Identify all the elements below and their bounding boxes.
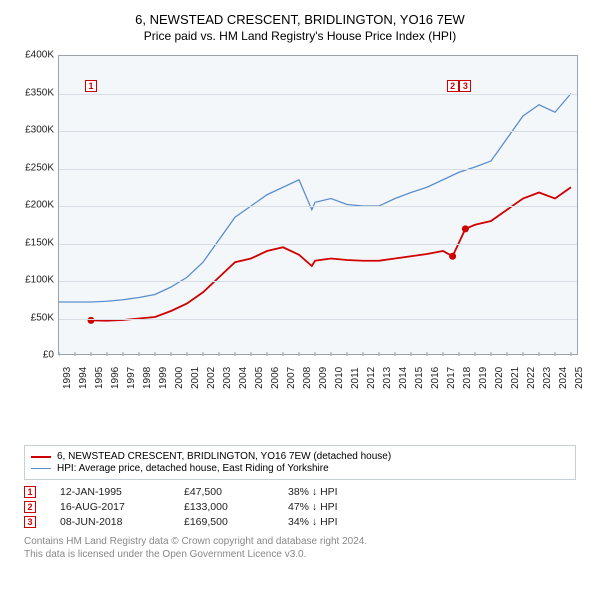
x-tick-label: 2001 <box>190 367 201 389</box>
y-tick-label: £100K <box>12 275 54 286</box>
chart-marker-3: 3 <box>459 80 471 92</box>
plot-area: 1 23 <box>58 55 578 355</box>
x-tick-label: 1996 <box>110 367 121 389</box>
legend-label: 6, NEWSTEAD CRESCENT, BRIDLINGTON, YO16 … <box>57 451 391 462</box>
gridline-h <box>59 169 577 170</box>
series-line <box>59 94 571 303</box>
x-tick-label: 2013 <box>382 367 393 389</box>
y-tick-label: £200K <box>12 200 54 211</box>
gridline-h <box>59 319 577 320</box>
x-tick-label: 1998 <box>142 367 153 389</box>
legend-swatch <box>31 468 51 469</box>
chart-title: 6, NEWSTEAD CRESCENT, BRIDLINGTON, YO16 … <box>12 12 588 27</box>
x-tick-label: 2010 <box>334 367 345 389</box>
legend-row: HPI: Average price, detached house, East… <box>31 463 569 474</box>
transaction-price: £133,000 <box>184 501 264 513</box>
series-line <box>91 187 571 321</box>
transaction-price: £47,500 <box>184 486 264 498</box>
gridline-h <box>59 244 577 245</box>
y-tick-label: £50K <box>12 312 54 323</box>
legend-row: 6, NEWSTEAD CRESCENT, BRIDLINGTON, YO16 … <box>31 451 569 462</box>
gridline-h <box>59 94 577 95</box>
transaction-delta: 47% ↓ HPI <box>288 501 338 513</box>
footer-line-2: This data is licensed under the Open Gov… <box>24 549 576 562</box>
x-tick-label: 2019 <box>478 367 489 389</box>
legend-label: HPI: Average price, detached house, East… <box>57 463 329 474</box>
x-tick-label: 2004 <box>238 367 249 389</box>
x-tick-label: 2021 <box>510 367 521 389</box>
chart-marker-2: 2 <box>447 80 459 92</box>
series-marker-dot <box>449 253 456 260</box>
transaction-delta: 38% ↓ HPI <box>288 486 338 498</box>
x-tick-label: 2005 <box>254 367 265 389</box>
chart-container: 1 23 £0 £50K £100K £150K £200K £250K £300K £350K… <box>12 51 588 391</box>
x-tick-label: 2009 <box>318 367 329 389</box>
x-tick-label: 2016 <box>430 367 441 389</box>
transaction-delta: 34% ↓ HPI <box>288 516 338 528</box>
x-tick-label: 2011 <box>350 367 361 389</box>
transaction-row: 1 12-JAN-1995 £47,500 38% ↓ HPI <box>24 486 576 498</box>
x-tick-label: 2017 <box>446 367 457 389</box>
x-tick-label: 1997 <box>126 367 137 389</box>
x-tick-label: 1994 <box>78 367 89 389</box>
x-tick-label: 2018 <box>462 367 473 389</box>
x-tick-label: 2014 <box>398 367 409 389</box>
x-tick-label: 1995 <box>94 367 105 389</box>
x-tick-label: 2003 <box>222 367 233 389</box>
x-tick-label: 2020 <box>494 367 505 389</box>
series-marker-dot <box>462 225 469 232</box>
y-tick-label: £350K <box>12 87 54 98</box>
x-tick-label: 2007 <box>286 367 297 389</box>
transactions-table: 1 12-JAN-1995 £47,500 38% ↓ HPI 2 16-AUG-2017… <box>24 486 576 528</box>
transaction-marker: 1 <box>24 486 36 498</box>
transaction-date: 12-JAN-1995 <box>60 486 160 498</box>
transaction-marker: 2 <box>24 501 36 513</box>
x-tick-label: 2012 <box>366 367 377 389</box>
gridline-h <box>59 131 577 132</box>
x-tick-label: 2023 <box>542 367 553 389</box>
transaction-date: 08-JUN-2018 <box>60 516 160 528</box>
footer-attribution: Contains HM Land Registry data © Crown c… <box>24 536 576 561</box>
legend-box: 6, NEWSTEAD CRESCENT, BRIDLINGTON, YO16 … <box>24 445 576 480</box>
x-tick-label: 1993 <box>62 367 73 389</box>
x-tick-label: 2022 <box>526 367 537 389</box>
transaction-marker: 3 <box>24 516 36 528</box>
transaction-price: £169,500 <box>184 516 264 528</box>
chart-subtitle: Price paid vs. HM Land Registry's House … <box>12 29 588 43</box>
x-tick-label: 2002 <box>206 367 217 389</box>
x-tick-label: 2006 <box>270 367 281 389</box>
legend-swatch <box>31 456 51 458</box>
y-tick-label: £250K <box>12 162 54 173</box>
y-tick-label: £0 <box>12 350 54 361</box>
chart-marker-1: 1 <box>85 80 97 92</box>
x-tick-label: 2025 <box>574 367 585 389</box>
gridline-h <box>59 281 577 282</box>
y-tick-label: £300K <box>12 125 54 136</box>
x-tick-label: 2000 <box>174 367 185 389</box>
y-tick-label: £150K <box>12 237 54 248</box>
x-tick-label: 2008 <box>302 367 313 389</box>
x-tick-label: 2024 <box>558 367 569 389</box>
y-tick-label: £400K <box>12 50 54 61</box>
gridline-h <box>59 206 577 207</box>
transaction-row: 2 16-AUG-2017 £133,000 47% ↓ HPI <box>24 501 576 513</box>
transaction-row: 3 08-JUN-2018 £169,500 34% ↓ HPI <box>24 516 576 528</box>
transaction-date: 16-AUG-2017 <box>60 501 160 513</box>
footer-line-1: Contains HM Land Registry data © Crown c… <box>24 536 576 549</box>
x-tick-label: 2015 <box>414 367 425 389</box>
x-tick-label: 1999 <box>158 367 169 389</box>
